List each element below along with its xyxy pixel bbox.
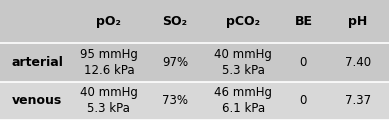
Text: pH: pH xyxy=(348,15,368,28)
Text: 0: 0 xyxy=(300,94,307,107)
Text: 40 mmHg
5.3 kPa: 40 mmHg 5.3 kPa xyxy=(80,86,138,115)
Text: 7.40: 7.40 xyxy=(345,56,371,69)
FancyBboxPatch shape xyxy=(0,43,389,82)
FancyBboxPatch shape xyxy=(0,0,389,43)
Text: 73%: 73% xyxy=(162,94,188,107)
Text: pCO₂: pCO₂ xyxy=(226,15,260,28)
Text: 40 mmHg
5.3 kPa: 40 mmHg 5.3 kPa xyxy=(214,48,272,77)
Text: SO₂: SO₂ xyxy=(163,15,187,28)
Text: 7.37: 7.37 xyxy=(345,94,371,107)
Text: venous: venous xyxy=(12,94,62,107)
Text: 0: 0 xyxy=(300,56,307,69)
Text: BE: BE xyxy=(294,15,312,28)
Text: arterial: arterial xyxy=(11,56,63,69)
FancyBboxPatch shape xyxy=(0,82,389,120)
Text: 46 mmHg
6.1 kPa: 46 mmHg 6.1 kPa xyxy=(214,86,272,115)
Text: 95 mmHg
12.6 kPa: 95 mmHg 12.6 kPa xyxy=(80,48,138,77)
Text: pO₂: pO₂ xyxy=(96,15,121,28)
Text: 97%: 97% xyxy=(162,56,188,69)
